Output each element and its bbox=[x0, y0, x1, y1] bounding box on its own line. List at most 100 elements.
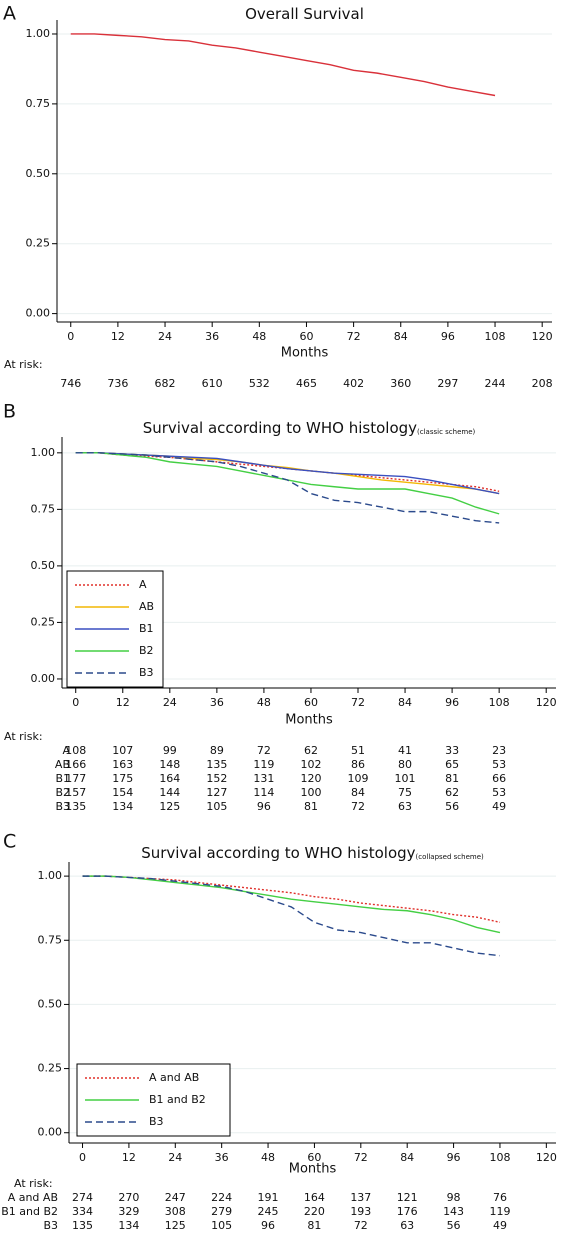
at-risk-count: 154 bbox=[112, 786, 133, 799]
legend-label: AB bbox=[139, 600, 154, 613]
x-tick-label: 48 bbox=[261, 1151, 275, 1164]
at-risk-count: 279 bbox=[211, 1205, 232, 1218]
at-risk-count: 72 bbox=[351, 800, 365, 813]
at-risk-count: 81 bbox=[307, 1219, 321, 1232]
legend-label: B2 bbox=[139, 644, 154, 657]
y-tick-label: 0.00 bbox=[31, 672, 56, 685]
at-risk-count: 220 bbox=[304, 1205, 325, 1218]
at-risk-count: 135 bbox=[65, 800, 86, 813]
y-tick-label: 0.25 bbox=[31, 615, 56, 628]
survival-curve bbox=[70, 33, 496, 97]
at-risk-count: 334 bbox=[72, 1205, 93, 1218]
at-risk-row-name: A bbox=[62, 744, 70, 757]
at-risk-count: 247 bbox=[165, 1191, 186, 1204]
at-risk-count: 120 bbox=[300, 772, 321, 785]
at-risk-count: 105 bbox=[211, 1219, 232, 1232]
at-risk-count: 127 bbox=[206, 786, 227, 799]
x-tick-label: 120 bbox=[536, 696, 557, 709]
x-tick-label: 72 bbox=[347, 330, 361, 343]
title-subscript: (collapsed scheme) bbox=[416, 853, 484, 861]
at-risk-count: 49 bbox=[492, 800, 506, 813]
at-risk-count: 108 bbox=[65, 744, 86, 757]
at-risk-count: 329 bbox=[118, 1205, 139, 1218]
at-risk-count: 51 bbox=[351, 744, 365, 757]
at-risk-count: 98 bbox=[447, 1191, 461, 1204]
x-tick-label: 0 bbox=[67, 330, 74, 343]
at-risk-count: 166 bbox=[65, 758, 86, 771]
survival-curve bbox=[75, 452, 500, 495]
at-risk-count: 143 bbox=[443, 1205, 464, 1218]
x-tick-label: 108 bbox=[485, 330, 506, 343]
at-risk-count: 41 bbox=[398, 744, 412, 757]
x-tick-label: 60 bbox=[307, 1151, 321, 1164]
at-risk-count: 244 bbox=[485, 377, 506, 390]
at-risk-label: At risk: bbox=[14, 1177, 53, 1190]
at-risk-count: 465 bbox=[296, 377, 317, 390]
y-tick-label: 0.50 bbox=[31, 559, 56, 572]
at-risk-count: 72 bbox=[257, 744, 271, 757]
at-risk-count: 53 bbox=[492, 786, 506, 799]
y-tick-label: 0.00 bbox=[26, 307, 51, 320]
x-tick-label: 108 bbox=[489, 1151, 510, 1164]
at-risk-label: At risk: bbox=[4, 730, 43, 743]
title-subscript: (classic scheme) bbox=[417, 428, 475, 436]
at-risk-count: 163 bbox=[112, 758, 133, 771]
at-risk-count: 152 bbox=[206, 772, 227, 785]
at-risk-row-name: B1 and B2 bbox=[1, 1205, 58, 1218]
at-risk-count: 53 bbox=[492, 758, 506, 771]
at-risk-count: 682 bbox=[155, 377, 176, 390]
at-risk-count: 175 bbox=[112, 772, 133, 785]
at-risk-count: 164 bbox=[304, 1191, 325, 1204]
chart-title: Survival according to WHO histology(coll… bbox=[141, 844, 484, 862]
at-risk-row-name: A and AB bbox=[8, 1191, 58, 1204]
x-tick-label: 72 bbox=[354, 1151, 368, 1164]
at-risk-count: 56 bbox=[447, 1219, 461, 1232]
at-risk-count: 191 bbox=[258, 1191, 279, 1204]
survival-curve bbox=[75, 452, 500, 524]
at-risk-count: 89 bbox=[210, 744, 224, 757]
survival-curve bbox=[82, 875, 501, 934]
legend-label: A bbox=[139, 578, 147, 591]
y-tick-label: 0.50 bbox=[26, 167, 51, 180]
x-axis-label: Months bbox=[285, 713, 333, 728]
x-tick-label: 12 bbox=[122, 1151, 136, 1164]
at-risk-row-name: B3 bbox=[43, 1219, 58, 1232]
y-tick-label: 1.00 bbox=[26, 27, 51, 40]
x-tick-label: 108 bbox=[489, 696, 510, 709]
at-risk-count: 81 bbox=[445, 772, 459, 785]
at-risk-count: 148 bbox=[159, 758, 180, 771]
at-risk-count: 100 bbox=[300, 786, 321, 799]
at-risk-count: 99 bbox=[163, 744, 177, 757]
x-tick-label: 36 bbox=[210, 696, 224, 709]
x-tick-label: 96 bbox=[441, 330, 455, 343]
at-risk-count: 297 bbox=[437, 377, 458, 390]
survival-curve bbox=[75, 452, 500, 495]
x-tick-label: 120 bbox=[532, 330, 553, 343]
at-risk-count: 208 bbox=[532, 377, 553, 390]
x-tick-label: 0 bbox=[79, 1151, 86, 1164]
at-risk-count: 109 bbox=[348, 772, 369, 785]
x-axis-label: Months bbox=[289, 1162, 337, 1177]
at-risk-count: 125 bbox=[165, 1219, 186, 1232]
at-risk-count: 33 bbox=[445, 744, 459, 757]
at-risk-count: 402 bbox=[343, 377, 364, 390]
x-tick-label: 12 bbox=[111, 330, 125, 343]
at-risk-row-name: B3 bbox=[55, 800, 70, 813]
at-risk-count: 96 bbox=[257, 800, 271, 813]
at-risk-count: 224 bbox=[211, 1191, 232, 1204]
y-tick-label: 1.00 bbox=[31, 446, 56, 459]
x-axis-label: Months bbox=[281, 346, 329, 361]
x-tick-label: 120 bbox=[536, 1151, 557, 1164]
at-risk-row-name: B1 bbox=[55, 772, 70, 785]
at-risk-count: 96 bbox=[261, 1219, 275, 1232]
x-tick-label: 60 bbox=[304, 696, 318, 709]
y-tick-label: 0.75 bbox=[26, 97, 51, 110]
panel-label: B bbox=[3, 401, 16, 423]
at-risk-count: 134 bbox=[112, 800, 133, 813]
y-tick-label: 0.00 bbox=[38, 1126, 63, 1139]
at-risk-count: 177 bbox=[65, 772, 86, 785]
y-tick-label: 0.25 bbox=[26, 237, 51, 250]
at-risk-count: 63 bbox=[398, 800, 412, 813]
at-risk-count: 65 bbox=[445, 758, 459, 771]
x-tick-label: 48 bbox=[257, 696, 271, 709]
